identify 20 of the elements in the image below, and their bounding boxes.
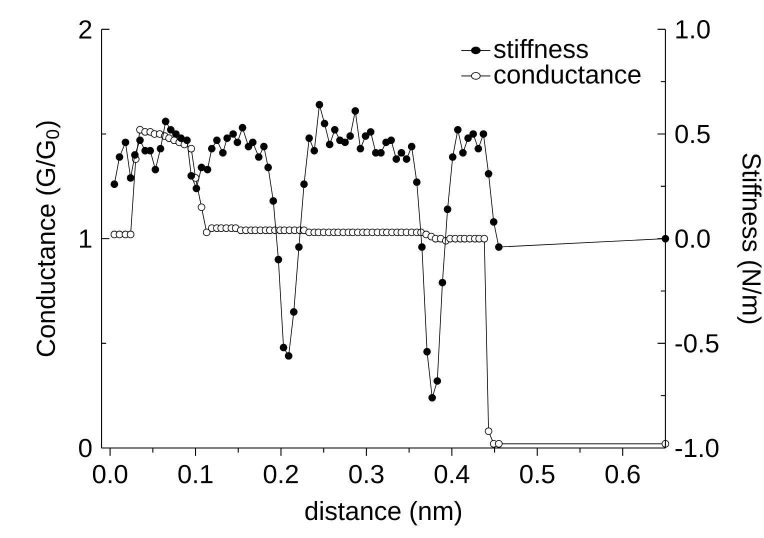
- x-tick-label: 0.2: [264, 465, 298, 484]
- y-tick-label: 1: [80, 230, 92, 248]
- y2-tick-label: -0.5: [676, 334, 718, 353]
- x-tick-label: 0.6: [606, 465, 640, 484]
- y2-tick-label: 0.0: [675, 230, 710, 248]
- legend-label: conductance: [494, 64, 640, 84]
- y2-axis-title: Stiffness (N/m): [737, 154, 762, 324]
- y2-tick-label: -1.0: [676, 438, 718, 458]
- x-tick-label: 0.3: [349, 465, 384, 484]
- y2-tick-label: 0.5: [675, 124, 710, 144]
- y-axis-title: Conductance (G/G$_{0}$): [36, 122, 60, 356]
- x-axis-title: distance (nm): [305, 501, 462, 526]
- x-tick-label: 0.1: [178, 465, 212, 484]
- legend-label: stiffness: [494, 39, 588, 58]
- x-tick-label: 0.5: [520, 465, 554, 484]
- y-tick-label: 0: [79, 438, 92, 458]
- x-tick-label: 0.4: [434, 465, 470, 484]
- x-tick-label: 0.0: [92, 465, 128, 484]
- y-tick-label: 2: [79, 20, 92, 39]
- y2-tick-label: 1.0: [676, 20, 710, 39]
